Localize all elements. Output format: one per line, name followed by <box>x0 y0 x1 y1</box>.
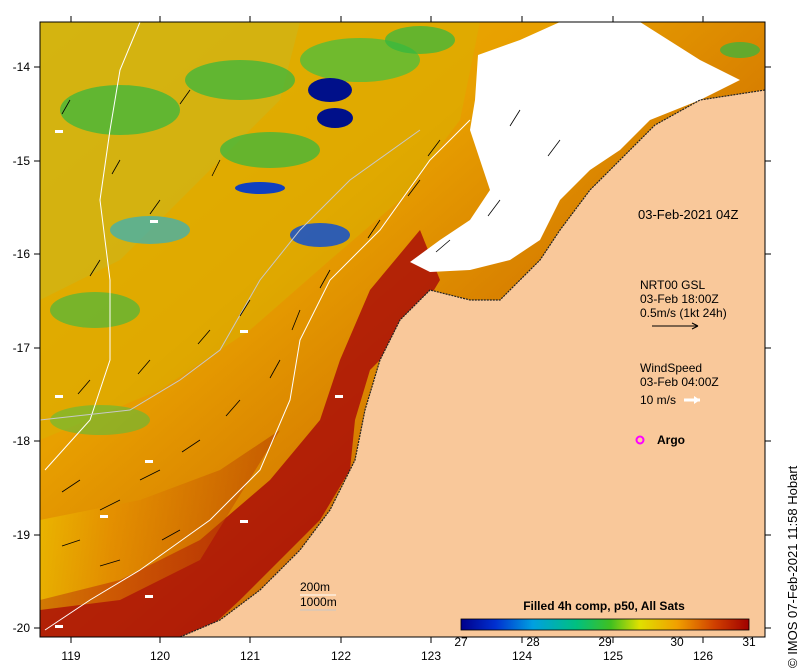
currents-scale: 0.5m/s (1kt 24h) <box>640 306 727 320</box>
x-tick-label: 125 <box>603 649 623 663</box>
plot-area <box>40 22 765 637</box>
x-tick-label: 119 <box>61 649 80 663</box>
y-tick-label: -19 <box>13 528 31 542</box>
contour-200m <box>44 119 471 631</box>
y-tick-label: -18 <box>13 434 31 448</box>
contour-1000m <box>44 22 141 471</box>
currents-legend: NRT00 GSL 03-Feb 18:00Z 0.5m/s (1kt 24h) <box>640 278 727 330</box>
plot-frame <box>39 21 766 638</box>
y-tick-label: -14 <box>13 60 31 74</box>
current-vectors <box>61 89 561 567</box>
x-tick-label: 122 <box>331 649 351 663</box>
x-tick-label: 121 <box>240 649 260 663</box>
timestamp-label: 03-Feb-2021 04Z <box>638 207 739 222</box>
y-tick-label: -16 <box>13 247 31 261</box>
x-tick-label: 126 <box>693 649 713 663</box>
land-australia <box>180 90 765 637</box>
colorbar-tick: 31 <box>742 635 756 649</box>
depth-200-label: 200m <box>300 580 330 594</box>
wind-title: WindSpeed <box>640 361 702 375</box>
colorbar-tick: 29 <box>598 635 612 649</box>
colorbar-gradient <box>460 618 750 631</box>
y-tick-label: -17 <box>13 341 31 355</box>
argo-legend: Argo <box>635 433 685 447</box>
depth-1000-label: 1000m <box>300 595 337 609</box>
colorbar-tick: 30 <box>670 635 684 649</box>
y-tick-label: -20 <box>13 621 31 635</box>
wind-legend: WindSpeed 03-Feb 04:00Z 10 m/s <box>640 361 719 407</box>
wind-arrows <box>55 130 343 628</box>
depth-legend: 200m 1000m <box>300 580 337 611</box>
coastline <box>179 89 765 637</box>
currents-title: NRT00 GSL <box>640 278 705 292</box>
colorbar-tick: 27 <box>454 635 468 649</box>
argo-marker-icon <box>635 435 645 445</box>
colorbar-title: Filled 4h comp, p50, All Sats <box>523 599 685 613</box>
currents-time: 03-Feb 18:00Z <box>640 292 719 306</box>
x-tick-label: 123 <box>421 649 441 663</box>
x-tick-label: 120 <box>150 649 170 663</box>
wind-time: 03-Feb 04:00Z <box>640 375 719 389</box>
warm-band-south <box>40 430 280 610</box>
y-tick-label: -15 <box>13 154 31 168</box>
x-axis: 119 120 121 122 123 124 125 126 <box>61 16 713 663</box>
credit-text: © IMOS 07-Feb-2021 11:58 Hobart <box>785 465 800 668</box>
y-axis: -14 -15 -16 -17 -18 -19 -20 <box>13 60 771 635</box>
wind-scale: 10 m/s <box>640 393 676 407</box>
cool-patches <box>50 26 760 435</box>
contour-grey <box>40 129 421 421</box>
colorbar: Filled 4h comp, p50, All Sats 27 28 29 3… <box>454 599 756 649</box>
argo-label: Argo <box>657 433 685 447</box>
colorbar-tick: 28 <box>526 635 540 649</box>
x-tick-label: 124 <box>512 649 532 663</box>
